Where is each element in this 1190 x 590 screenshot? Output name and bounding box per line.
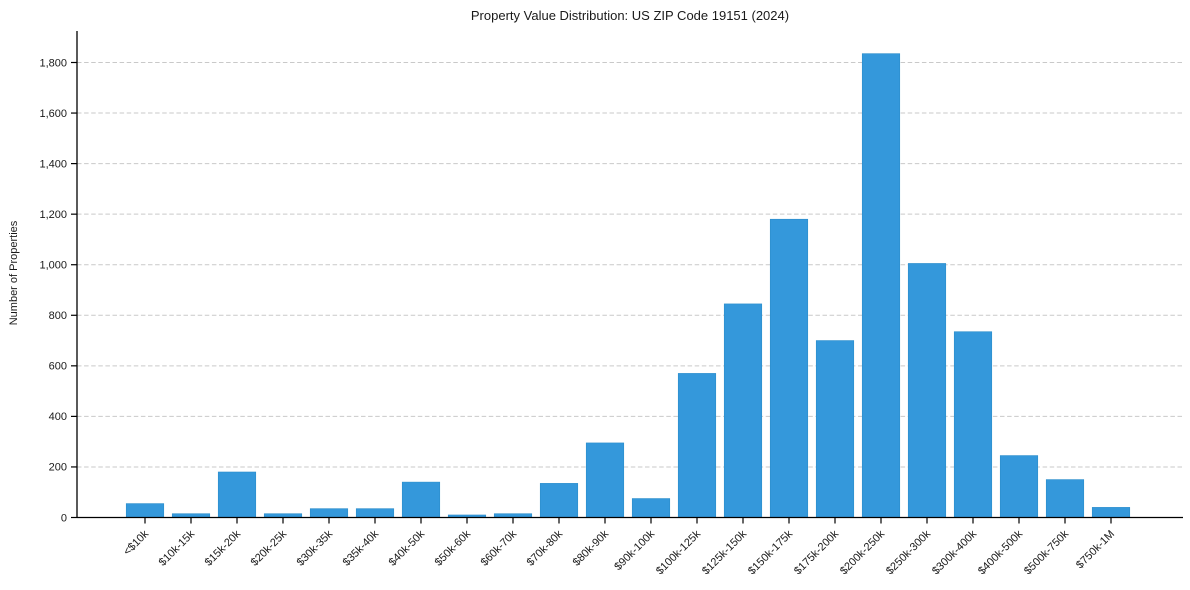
y-tick-label: 600 <box>49 361 67 373</box>
y-tick-label: 1,600 <box>39 108 67 120</box>
x-tick-label: $400k-500k <box>976 528 1025 577</box>
bar <box>631 498 671 518</box>
bar <box>999 455 1039 518</box>
y-tick-label: 400 <box>49 411 67 423</box>
x-tick-label: $200k-250k <box>838 528 887 577</box>
bar <box>677 373 717 518</box>
y-tick-label: 1,800 <box>39 57 67 69</box>
x-tick-label: $80k-90k <box>571 528 612 569</box>
y-tick-label: 1,400 <box>39 158 67 170</box>
chart-title: Property Value Distribution: US ZIP Code… <box>470 8 790 23</box>
x-tick-label: $50k-60k <box>433 528 474 569</box>
y-tick-label: 1,000 <box>39 260 67 272</box>
x-tick-label: $70k-80k <box>525 528 566 569</box>
bar <box>401 481 441 518</box>
bar <box>125 503 165 518</box>
x-tick-label: $125k-150k <box>700 528 749 577</box>
x-tick-label: $90k-100k <box>612 528 657 573</box>
bar <box>1091 507 1131 518</box>
bar <box>907 263 947 518</box>
bar <box>769 218 809 518</box>
x-tick-label: $10k-15k <box>157 528 198 569</box>
x-tick-label: $60k-70k <box>479 528 520 569</box>
x-tick-label: $300k-400k <box>930 528 979 577</box>
bar <box>723 303 763 518</box>
y-tick-label: 800 <box>49 310 67 322</box>
bar <box>585 442 625 518</box>
y-tick-label: 0 <box>61 512 67 524</box>
y-tick-label: 1,200 <box>39 209 67 221</box>
bar <box>861 53 901 518</box>
bar <box>815 340 855 518</box>
bar <box>953 331 993 518</box>
x-tick-label: $35k-40k <box>341 528 382 569</box>
x-tick-label: $175k-200k <box>792 528 841 577</box>
x-tick-label: $150k-175k <box>746 528 795 577</box>
x-tick-label: $100k-125k <box>654 528 703 577</box>
x-tick-label: $250k-300k <box>884 528 933 577</box>
x-tick-label: $15k-20k <box>203 528 244 569</box>
x-tick-label: $500k-750k <box>1022 528 1071 577</box>
bar <box>539 483 579 518</box>
x-tick-label: $20k-25k <box>249 528 290 569</box>
x-tick-label: <$10k <box>121 528 151 558</box>
bar <box>309 508 349 518</box>
bar <box>1045 479 1085 518</box>
x-tick-label: $40k-50k <box>387 528 428 569</box>
x-tick-label: $750k-1M <box>1074 528 1117 571</box>
x-tick-label: $30k-35k <box>295 528 336 569</box>
bar <box>217 471 257 518</box>
bar <box>355 508 395 518</box>
y-tick-label: 200 <box>49 462 67 474</box>
